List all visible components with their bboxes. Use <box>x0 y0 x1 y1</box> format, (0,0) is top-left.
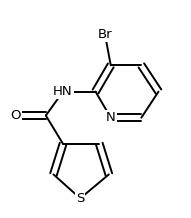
Text: Br: Br <box>98 28 112 41</box>
Text: S: S <box>76 192 84 205</box>
Text: O: O <box>10 109 20 122</box>
Text: N: N <box>106 111 116 124</box>
Text: HN: HN <box>53 85 73 98</box>
